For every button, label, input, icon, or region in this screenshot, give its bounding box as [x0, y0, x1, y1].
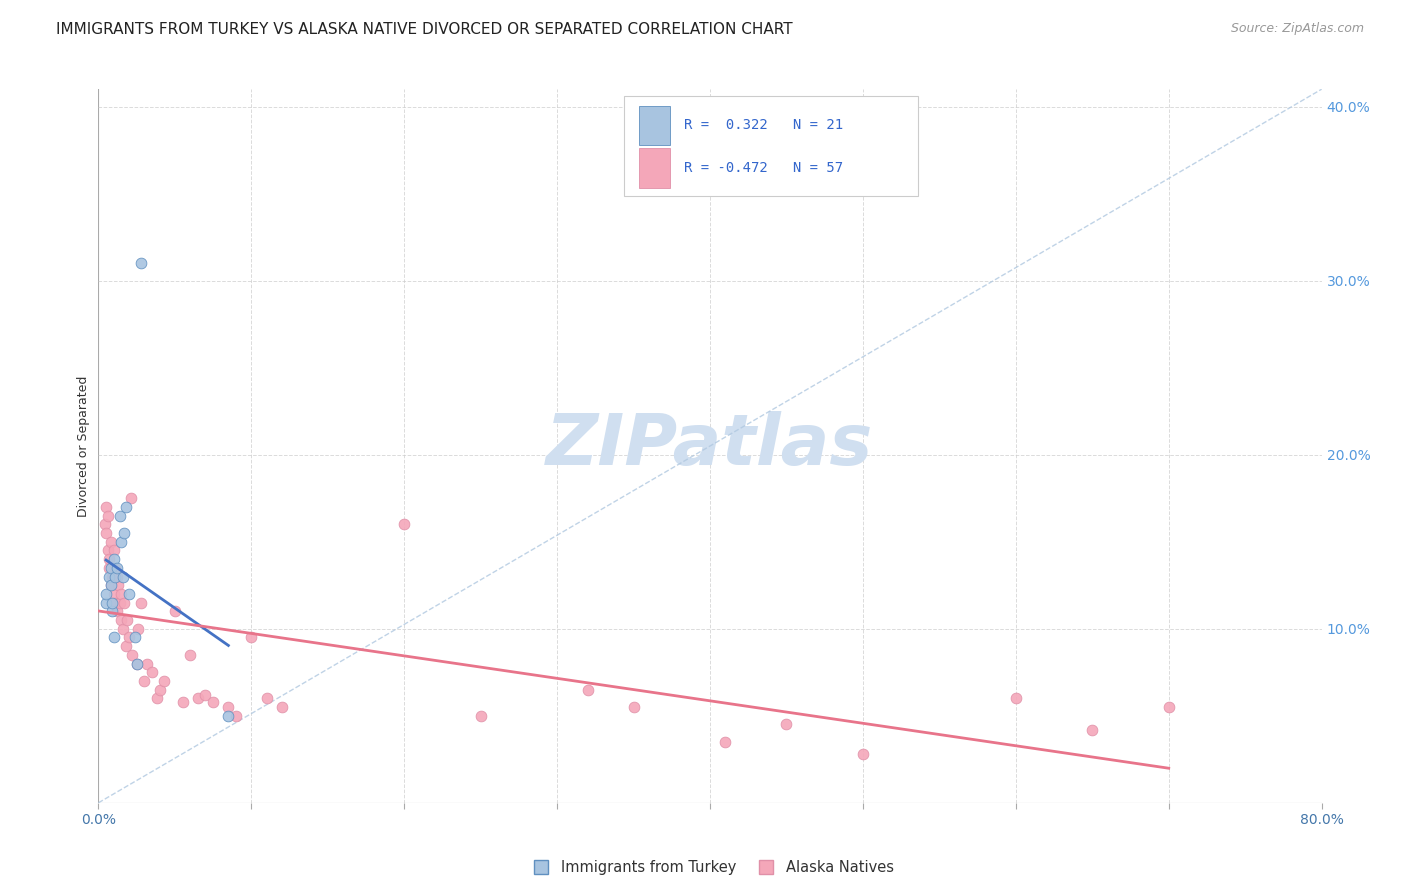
Point: [256, 691, 278, 706]
FancyBboxPatch shape: [640, 105, 669, 145]
Point: [225, 708, 247, 723]
Point: [117, 613, 139, 627]
Point: [270, 700, 292, 714]
Point: [100, 534, 122, 549]
Point: [105, 604, 128, 618]
Point: [470, 708, 492, 723]
Point: [105, 569, 128, 583]
Point: [98, 569, 121, 583]
Point: [108, 596, 131, 610]
Point: [100, 578, 122, 592]
Point: [101, 604, 124, 618]
Y-axis label: Divorced or Separated: Divorced or Separated: [77, 376, 90, 516]
Point: [115, 500, 138, 514]
Text: IMMIGRANTS FROM TURKEY VS ALASKA NATIVE DIVORCED OR SEPARATED CORRELATION CHART: IMMIGRANTS FROM TURKEY VS ALASKA NATIVE …: [56, 22, 793, 37]
Point: [98, 561, 121, 575]
Point: [103, 587, 125, 601]
Point: [187, 691, 209, 706]
Point: [94, 587, 117, 601]
Text: R =  0.322   N = 21: R = 0.322 N = 21: [685, 119, 844, 132]
Point: [110, 587, 132, 601]
Point: [202, 695, 225, 709]
Point: [240, 631, 263, 645]
Point: [104, 561, 127, 575]
Point: [1004, 691, 1026, 706]
Point: [97, 508, 120, 523]
Point: [127, 622, 149, 636]
Point: [111, 622, 134, 636]
Text: Source: ZipAtlas.com: Source: ZipAtlas.com: [1230, 22, 1364, 36]
Point: [112, 526, 135, 541]
FancyBboxPatch shape: [624, 96, 918, 196]
Point: [111, 569, 134, 583]
Point: [576, 682, 599, 697]
Point: [153, 673, 176, 688]
Point: [852, 747, 875, 761]
Point: [217, 700, 239, 714]
Point: [118, 587, 141, 601]
Legend: Immigrants from Turkey, Alaska Natives: Immigrants from Turkey, Alaska Natives: [520, 855, 900, 881]
Point: [145, 691, 167, 706]
Point: [110, 613, 132, 627]
Point: [125, 657, 148, 671]
Point: [136, 657, 159, 671]
Point: [172, 695, 194, 709]
Point: [101, 596, 124, 610]
FancyBboxPatch shape: [640, 148, 669, 187]
Point: [103, 543, 125, 558]
Point: [118, 631, 141, 645]
Text: ZIPatlas: ZIPatlas: [547, 411, 873, 481]
Point: [129, 256, 152, 270]
Point: [1157, 700, 1180, 714]
Point: [94, 596, 117, 610]
Point: [217, 708, 239, 723]
Point: [97, 543, 120, 558]
Point: [104, 596, 127, 610]
Point: [100, 578, 122, 592]
Point: [108, 508, 131, 523]
Point: [124, 631, 146, 645]
Point: [115, 639, 138, 653]
Point: [120, 491, 142, 506]
Point: [392, 517, 416, 532]
Point: [93, 517, 115, 532]
Point: [101, 569, 124, 583]
Point: [112, 596, 135, 610]
Point: [149, 682, 172, 697]
Point: [714, 735, 737, 749]
Point: [103, 631, 125, 645]
Point: [129, 596, 152, 610]
Point: [100, 561, 122, 575]
Point: [110, 534, 132, 549]
Point: [98, 552, 121, 566]
Point: [134, 673, 156, 688]
Point: [105, 561, 128, 575]
Point: [94, 500, 117, 514]
Point: [121, 648, 143, 662]
Point: [775, 717, 797, 731]
Point: [179, 648, 201, 662]
Point: [103, 552, 125, 566]
Point: [163, 604, 186, 618]
Point: [94, 526, 117, 541]
Text: R = -0.472   N = 57: R = -0.472 N = 57: [685, 161, 844, 175]
Point: [107, 578, 129, 592]
Point: [104, 569, 127, 583]
Point: [125, 657, 148, 671]
Point: [141, 665, 163, 680]
Point: [623, 700, 645, 714]
Point: [1081, 723, 1104, 737]
Point: [194, 688, 217, 702]
